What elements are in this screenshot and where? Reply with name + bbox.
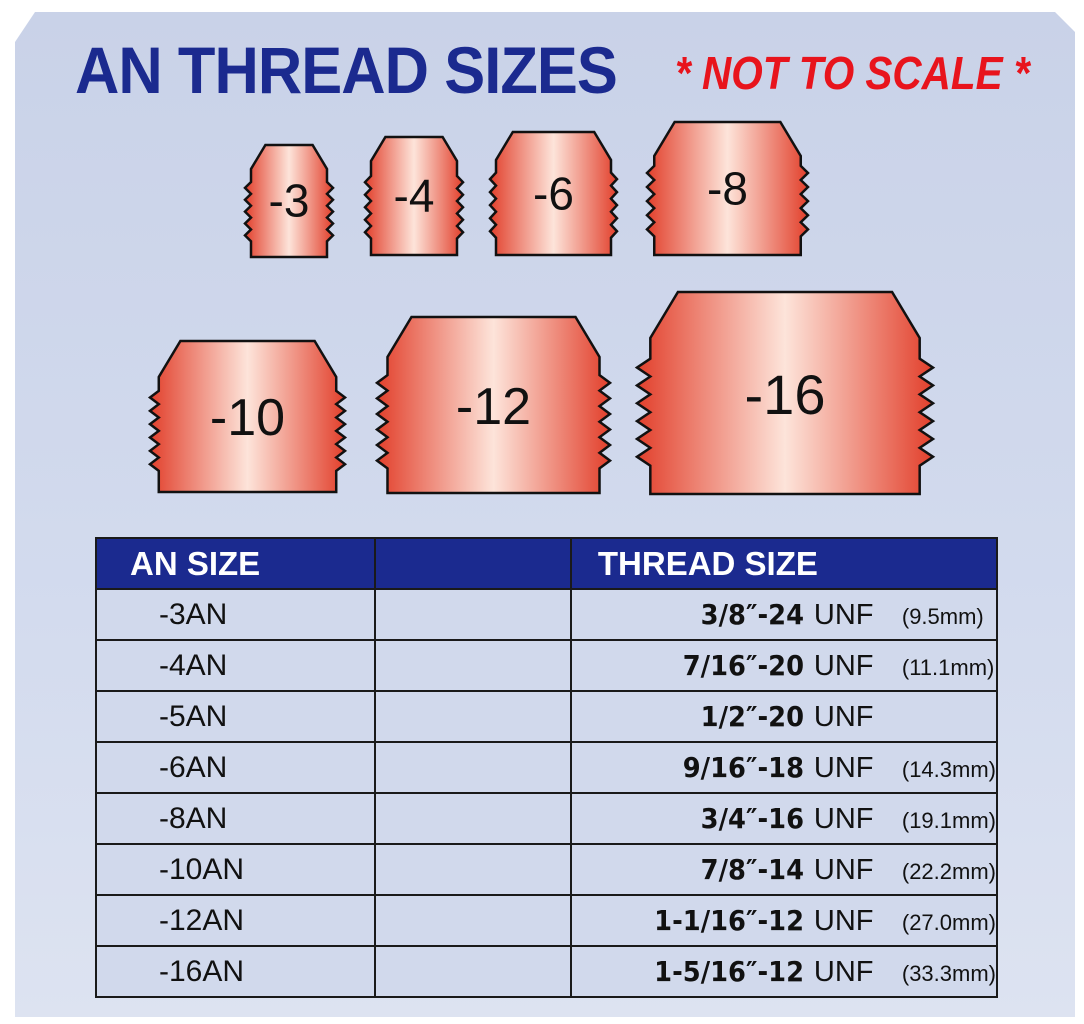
thread-metric: (22.2mm) (901, 858, 996, 884)
thread-metric: (14.3mm) (901, 756, 996, 782)
table-header-row: AN SIZE THREAD SIZE (94, 537, 999, 590)
fitting-label: -8 (707, 163, 748, 215)
an-size-cell: -3AN (94, 588, 377, 641)
thread-size-cell: 1-5/16″-12 UNF (33.3mm) (569, 945, 999, 998)
fitting-shape (645, 120, 810, 257)
an-size-cell: -10AN (94, 843, 377, 896)
fitting-label: -4 (394, 170, 435, 222)
fitting-shape (147, 339, 348, 494)
thread-metric: (27.0mm) (901, 909, 996, 935)
thread-fraction: 1-5/16″-12 (654, 954, 804, 988)
fitting-label: -3 (269, 175, 310, 227)
table-row: -3AN 3/8″-24 UNF (9.5mm) (94, 588, 999, 641)
an-size-cell: -16AN (94, 945, 377, 998)
thread-fraction: 7/16″-20 (682, 648, 804, 682)
fitting-label: -12 (456, 378, 531, 436)
thread-standard: UNF (813, 751, 874, 784)
fitting-label: -6 (533, 167, 574, 219)
fitting-shape (488, 130, 619, 257)
thread-fraction: 7/8″-14 (700, 852, 804, 886)
thread-standard: UNF (813, 649, 874, 682)
fitting-shape (243, 143, 335, 259)
blank-cell (374, 639, 572, 692)
thread-size-cell: 7/8″-14 UNF (22.2mm) (569, 843, 999, 896)
blank-cell (374, 894, 572, 947)
header-thread-size: THREAD SIZE (569, 537, 999, 590)
thread-metric: (11.1mm) (901, 654, 995, 680)
header-blank (374, 537, 572, 590)
page-title: AN THREAD SIZES (75, 33, 618, 107)
thread-metric: (19.1mm) (901, 807, 996, 833)
fitting-dash10: -10 (147, 339, 348, 494)
an-size-cell: -4AN (94, 639, 377, 692)
thread-standard: UNF (813, 955, 874, 988)
thread-fraction: 9/16″-18 (682, 750, 804, 784)
thread-size-cell: 7/16″-20 UNF (11.1mm) (569, 639, 999, 692)
thread-size-cell: 9/16″-18 UNF (14.3mm) (569, 741, 999, 794)
thread-size-cell: 1/2″-20 UNF (569, 690, 999, 743)
fitting-shape (363, 135, 465, 257)
table-row: -16AN 1-5/16″-12 UNF (33.3mm) (94, 945, 999, 998)
thread-fraction: 3/8″-24 (700, 597, 804, 631)
thread-standard: UNF (813, 700, 874, 733)
thread-standard: UNF (813, 598, 874, 631)
an-size-cell: -12AN (94, 894, 377, 947)
table-row: -6AN 9/16″-18 UNF (14.3mm) (94, 741, 999, 794)
an-size-cell: -8AN (94, 792, 377, 845)
header-an-size: AN SIZE (94, 537, 377, 590)
fitting-dash16: -16 (634, 290, 936, 496)
an-size-cell: -6AN (94, 741, 377, 794)
thread-metric: (9.5mm) (901, 603, 984, 629)
fittings-diagram: -3 -4 -6 -8 -10 -12 -16 (147, 120, 936, 496)
thread-size-cell: 3/8″-24 UNF (9.5mm) (569, 588, 999, 641)
fitting-dash8: -8 (645, 120, 810, 257)
thread-standard: UNF (813, 802, 874, 835)
fitting-dash3: -3 (243, 143, 335, 259)
thread-fraction: 3/4″-16 (700, 801, 804, 835)
thread-fraction: 1/2″-20 (700, 699, 804, 733)
table-row: -12AN 1-1/16″-12 UNF (27.0mm) (94, 894, 999, 947)
fitting-dash6: -6 (488, 130, 619, 257)
table-row: -10AN 7/8″-14 UNF (22.2mm) (94, 843, 999, 896)
thread-metric: (33.3mm) (901, 960, 996, 986)
thread-size-table: AN SIZE THREAD SIZE -3AN 3/8″-24 UNF (9.… (94, 537, 999, 998)
fitting-shape (634, 290, 936, 496)
table-row: -5AN 1/2″-20 UNF (94, 690, 999, 743)
thread-standard: UNF (813, 853, 874, 886)
table-row: -4AN 7/16″-20 UNF (11.1mm) (94, 639, 999, 692)
blank-cell (374, 792, 572, 845)
fitting-shape (374, 315, 613, 495)
an-size-cell: -5AN (94, 690, 377, 743)
not-to-scale-note: * NOT TO SCALE * (675, 47, 1030, 99)
fitting-label: -16 (745, 363, 826, 426)
thread-standard: UNF (813, 904, 874, 937)
thread-fraction: 1-1/16″-12 (654, 903, 804, 937)
thread-size-cell: 3/4″-16 UNF (19.1mm) (569, 792, 999, 845)
blank-cell (374, 741, 572, 794)
fitting-label: -10 (210, 389, 285, 447)
blank-cell (374, 945, 572, 998)
blank-cell (374, 588, 572, 641)
fitting-dash12: -12 (374, 315, 613, 495)
blank-cell (374, 843, 572, 896)
fitting-dash4: -4 (363, 135, 465, 257)
table-row: -8AN 3/4″-16 UNF (19.1mm) (94, 792, 999, 845)
blank-cell (374, 690, 572, 743)
thread-size-cell: 1-1/16″-12 UNF (27.0mm) (569, 894, 999, 947)
